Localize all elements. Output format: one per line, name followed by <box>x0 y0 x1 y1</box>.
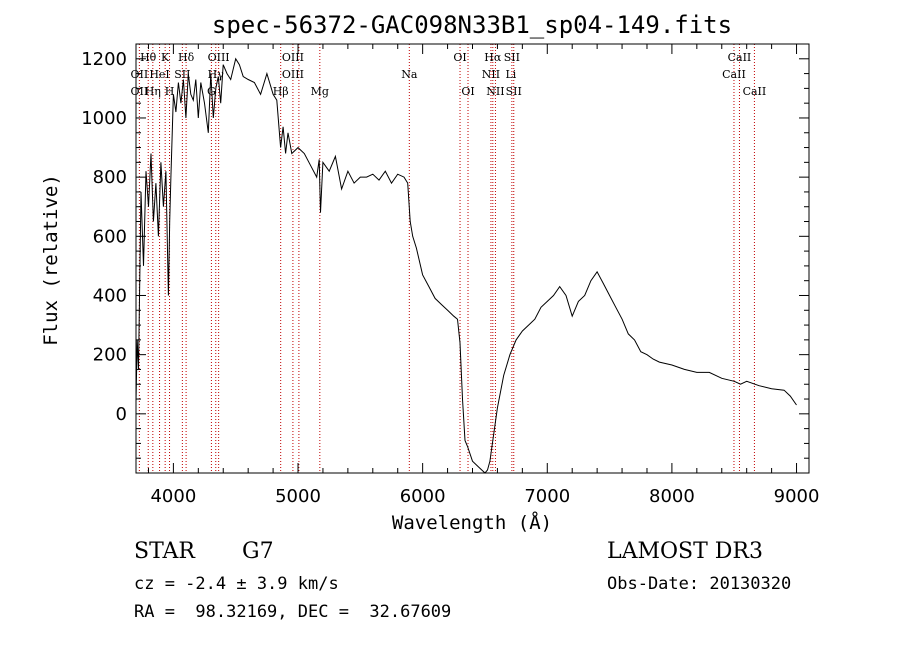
line-label: G <box>207 85 216 98</box>
y-tick-label: 800 <box>93 167 127 188</box>
line-label: OII <box>131 68 149 81</box>
x-axis: 4000 5000 6000 7000 8000 9000 <box>147 44 820 507</box>
line-label: Na <box>401 68 418 81</box>
line-label: NII <box>482 68 500 81</box>
line-label: Hβ <box>273 85 289 98</box>
line-label: Mg <box>311 85 329 98</box>
y-axis-label: Flux (relative) <box>40 174 62 346</box>
x-tick-label: 5000 <box>275 486 321 507</box>
y-tick-label: 200 <box>93 345 127 366</box>
line-label: H <box>165 85 175 98</box>
line-label: OI <box>461 85 474 98</box>
line-label: Hγ <box>208 68 225 81</box>
x-tick-label: 4000 <box>150 486 196 507</box>
object-class: STAR <box>134 539 195 564</box>
line-label: Hθ <box>140 51 157 64</box>
y-tick-label: 0 <box>116 404 127 425</box>
line-label: HeI <box>149 68 169 81</box>
y-tick-label: 1000 <box>81 108 127 129</box>
observation-date: Obs-Date: 20130320 <box>607 574 792 594</box>
line-label: OIII <box>282 51 304 64</box>
chart-title: spec-56372-GAC098N33B1_sp04-149.fits <box>212 11 732 39</box>
x-axis-label: Wavelength (Å) <box>392 511 552 534</box>
y-tick-label: 400 <box>93 285 127 306</box>
line-label: K <box>161 51 170 64</box>
survey-name: LAMOST DR3 <box>607 539 763 564</box>
x-tick-label: 9000 <box>774 486 820 507</box>
spectrum-line <box>135 57 797 474</box>
y-tick-label: 1200 <box>81 49 127 70</box>
line-label: SII <box>174 68 190 81</box>
line-label: SII <box>506 85 522 98</box>
velocity-readout: cz = -2.4 ± 3.9 km/s <box>134 574 339 594</box>
line-label: SII <box>504 51 520 64</box>
spectral-line-markers <box>138 44 755 473</box>
line-label: Hα <box>484 51 502 64</box>
line-label: OI <box>453 51 466 64</box>
line-label: CaII <box>728 51 752 64</box>
line-label: OIII <box>208 51 230 64</box>
line-label: OIII <box>282 68 304 81</box>
y-axis: 0 200 400 600 800 1000 1200 <box>81 43 809 459</box>
line-label: NII <box>486 85 504 98</box>
line-label: Hη <box>145 85 161 98</box>
y-tick-label: 600 <box>93 226 127 247</box>
x-tick-label: 7000 <box>524 486 570 507</box>
plot-frame <box>135 43 810 474</box>
spectral-subclass: G7 <box>242 539 274 564</box>
line-label: CaII <box>743 85 767 98</box>
x-tick-label: 8000 <box>649 486 695 507</box>
x-tick-label: 6000 <box>400 486 446 507</box>
line-label: CaII <box>722 68 746 81</box>
line-label: Hδ <box>178 51 195 64</box>
line-label: Li <box>505 68 516 81</box>
line-label: OII <box>131 85 149 98</box>
coordinates-readout: RA = 98.32169, DEC = 32.67609 <box>134 602 452 622</box>
